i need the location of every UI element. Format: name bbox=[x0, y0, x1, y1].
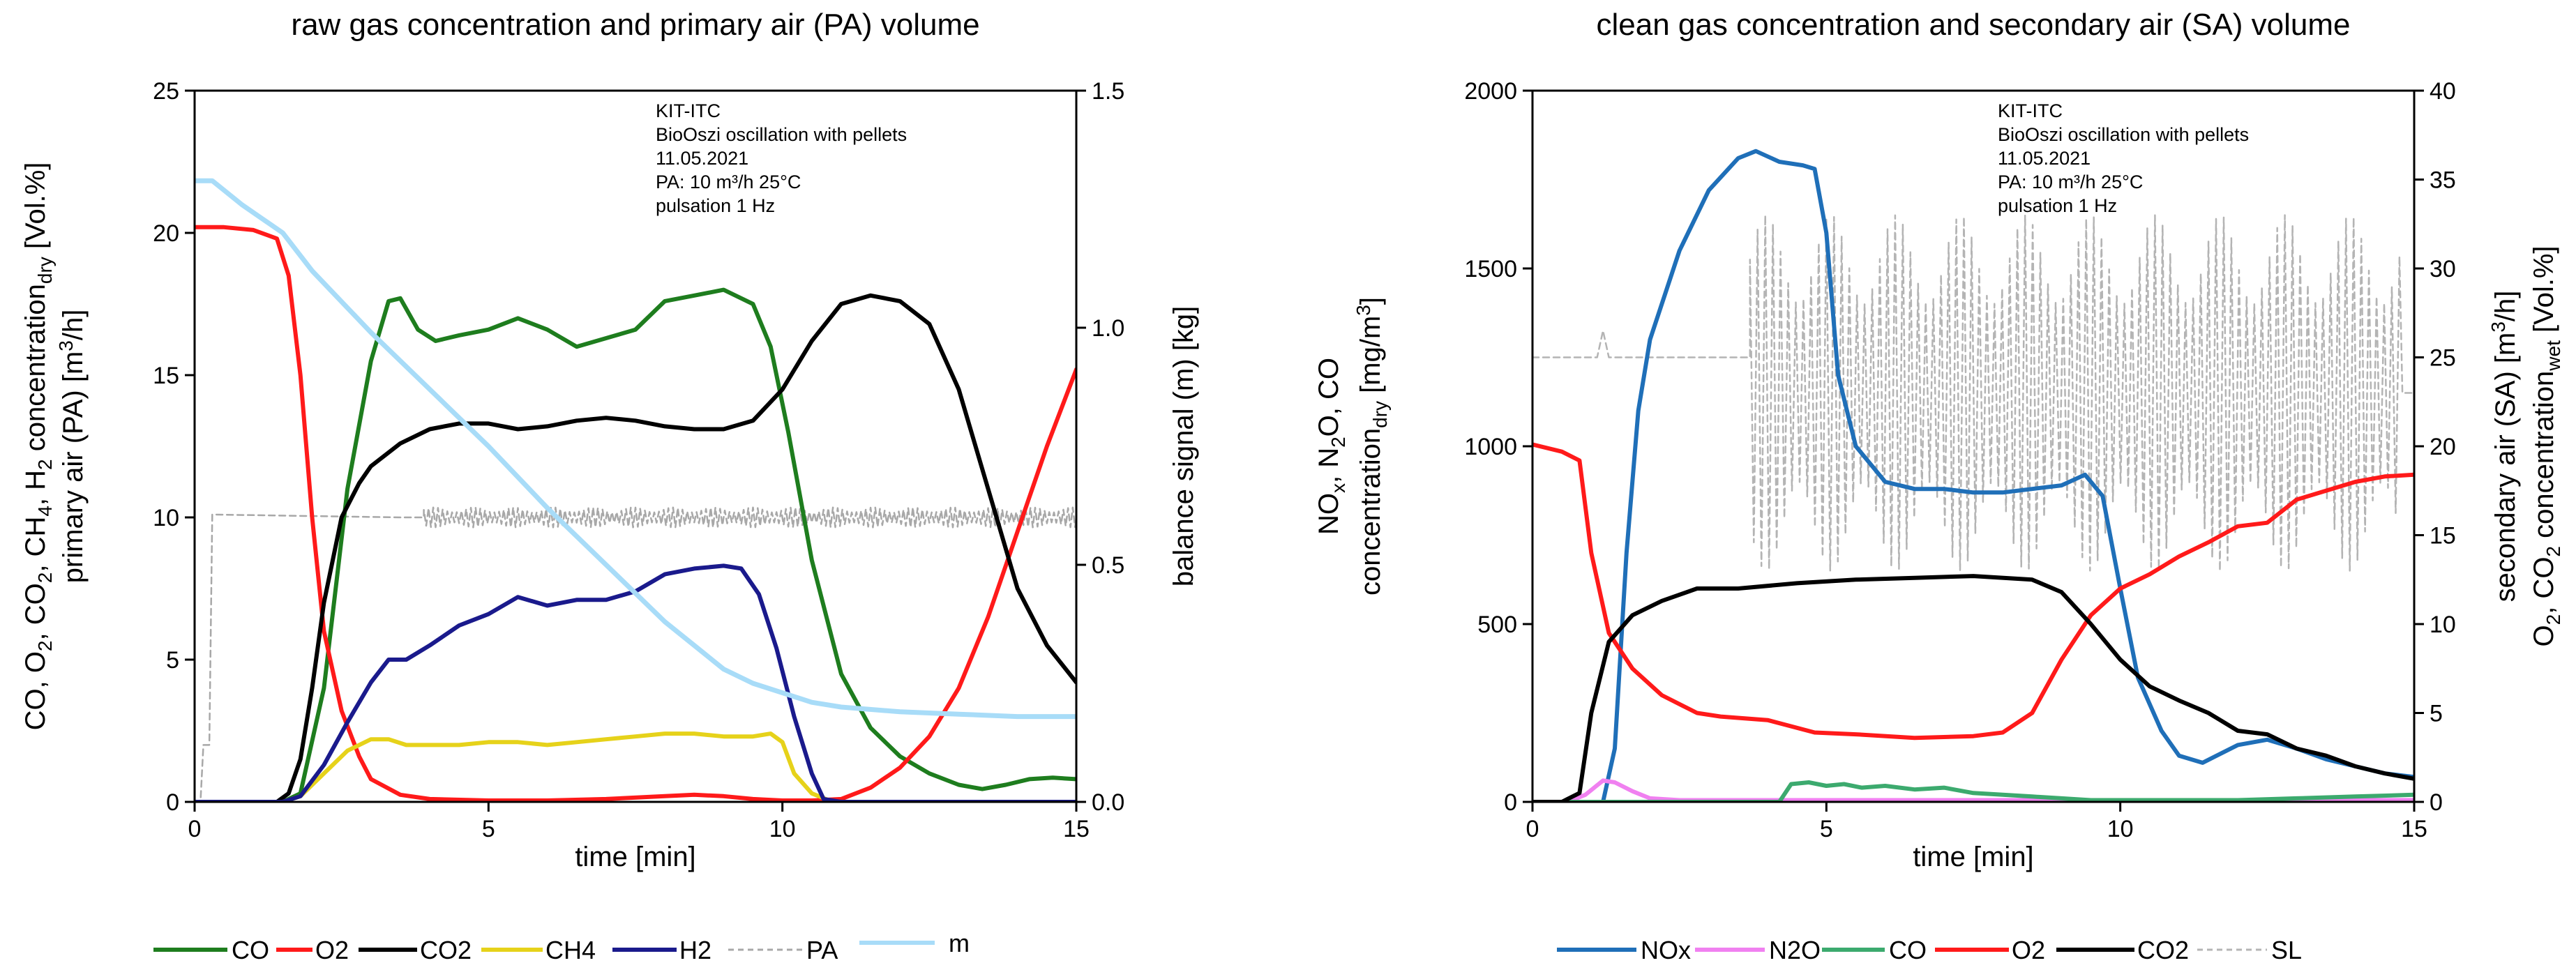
chart2-annotation-line2: BioOszi oscillation with pellets bbox=[1998, 124, 2249, 145]
chart1-series-m bbox=[195, 178, 1076, 720]
chart2-xtick-label: 5 bbox=[1820, 816, 1833, 842]
chart1-series-h2 bbox=[195, 563, 1076, 802]
chart2-y2tick-label: 25 bbox=[2430, 345, 2456, 372]
chart2-y2tick-label: 40 bbox=[2430, 78, 2456, 105]
chart1-series-o2 bbox=[195, 225, 1076, 802]
chart2-y2tick-label: 35 bbox=[2430, 167, 2456, 194]
chart1-xtick-label: 5 bbox=[482, 816, 495, 842]
legend2-nox-label: NOx bbox=[1641, 936, 1691, 964]
chart1-y2tick-label: 0.5 bbox=[1092, 552, 1124, 579]
chart1-xtick-label: 10 bbox=[769, 816, 796, 842]
chart1-y2tick-label: 1.0 bbox=[1092, 315, 1124, 342]
chart2-ytick-label: 0 bbox=[1504, 789, 1517, 816]
chart1-xlabel: time [min] bbox=[575, 842, 695, 872]
chart2-ylabel-left-inner: concentrationdry [mg/m3] bbox=[1353, 297, 1391, 595]
chart1-ytick-label: 0 bbox=[166, 789, 179, 816]
chart2-ytick-label: 500 bbox=[1477, 612, 1517, 638]
chart1-annotation-line1: KIT-ITC bbox=[656, 100, 721, 121]
chart1-ytick-label: 10 bbox=[153, 505, 179, 531]
legend1-pa-label: PA bbox=[806, 936, 838, 964]
chart2-annotation-line1: KIT-ITC bbox=[1998, 100, 2063, 121]
legend1-h2-label: H2 bbox=[679, 936, 711, 964]
chart1-legend: CO O2 CO2 CH4 H2 PA m bbox=[153, 929, 970, 964]
chart2-series-o2 bbox=[1532, 442, 2414, 741]
chart1-ytick-label: 15 bbox=[153, 363, 179, 389]
chart2-ytick-label: 1000 bbox=[1464, 434, 1517, 460]
chart1-title: raw gas concentration and primary air (P… bbox=[291, 8, 979, 42]
chart2-series-nox bbox=[1532, 149, 2414, 802]
chart2-y2tick-label: 15 bbox=[2430, 523, 2456, 549]
chart1-xtick-label: 0 bbox=[188, 816, 202, 842]
chart1-ylabel-left-inner: primary air (PA) [m3/h] bbox=[55, 310, 89, 584]
chart1-y2tick-label: 1.5 bbox=[1092, 78, 1124, 105]
legend2-co-label: CO bbox=[1889, 936, 1927, 964]
chart2-annotation-line3: 11.05.2021 bbox=[1998, 148, 2091, 169]
chart2-series-sl bbox=[1532, 214, 2414, 572]
chart1-ytick-label: 20 bbox=[153, 220, 179, 247]
legend1-o2-label: O2 bbox=[315, 936, 349, 964]
legend1-m-label: m bbox=[949, 929, 970, 957]
legend1-co2-label: CO2 bbox=[420, 936, 472, 964]
chart1-series-co bbox=[195, 287, 1076, 802]
chart1-series-ch4 bbox=[195, 731, 1076, 802]
chart2-xtick-label: 10 bbox=[2107, 816, 2134, 842]
chart-clean-gas: clean gas concentration and secondary ai… bbox=[1313, 8, 2564, 964]
legend2-o2-label: O2 bbox=[2012, 936, 2045, 964]
legend2-n2o-label: N2O bbox=[1769, 936, 1821, 964]
chart2-annotation-line5: pulsation 1 Hz bbox=[1998, 195, 2117, 216]
chart2-xtick-label: 0 bbox=[1526, 816, 1539, 842]
chart1-plot-frame bbox=[193, 89, 1078, 803]
chart1-series-pa bbox=[195, 506, 1076, 802]
chart1-annotation-line2: BioOszi oscillation with pellets bbox=[656, 124, 907, 145]
chart1-annotation-line4: PA: 10 m³/h 25°C bbox=[656, 172, 801, 192]
chart2-y2tick-label: 30 bbox=[2430, 256, 2456, 282]
legend2-sl-label: SL bbox=[2271, 936, 2302, 964]
chart2-xlabel: time [min] bbox=[1913, 842, 2033, 872]
legend1-co-label: CO bbox=[232, 936, 269, 964]
chart1-y2tick-label: 0.0 bbox=[1092, 789, 1124, 816]
chart2-series-co2 bbox=[1532, 574, 2414, 802]
chart1-annotation-line5: pulsation 1 Hz bbox=[656, 195, 775, 216]
chart1-ylabel-right: balance signal (m) [kg] bbox=[1168, 306, 1199, 586]
chart2-y2tick-label: 5 bbox=[2430, 701, 2443, 727]
chart2-ylabel-right-outer: O2, CO2 concentrationwet [Vol.%] bbox=[2529, 246, 2564, 647]
chart2-ytick-label: 2000 bbox=[1464, 78, 1517, 105]
chart2-annotation: KIT-ITC BioOszi oscillation with pellets… bbox=[1998, 100, 2249, 216]
chart2-ylabel-right-inner: secondary air (SA) [m3/h] bbox=[2487, 291, 2521, 602]
chart2-annotation-line4: PA: 10 m³/h 25°C bbox=[1998, 172, 2143, 192]
chart2-series-co bbox=[1532, 780, 2414, 802]
chart1-series-co2 bbox=[195, 293, 1076, 802]
chart1-ylabel-left-outer: CO, O2, CO2, CH4, H2 concentrationdry [V… bbox=[20, 162, 56, 731]
chart1-annotation: KIT-ITC BioOszi oscillation with pellets… bbox=[656, 100, 907, 216]
legend2-co2-label: CO2 bbox=[2137, 936, 2189, 964]
chart1-ytick-label: 25 bbox=[153, 78, 179, 105]
chart2-legend: NOx N2O CO O2 CO2 SL bbox=[1557, 936, 2302, 964]
chart2-y2tick-label: 10 bbox=[2430, 612, 2456, 638]
legend1-ch4-label: CH4 bbox=[545, 936, 596, 964]
chart2-ylabel-left-outer: NOx, N2O, CO bbox=[1313, 358, 1349, 535]
chart1-series-group bbox=[195, 178, 1076, 802]
chart2-y2tick-label: 0 bbox=[2430, 789, 2443, 816]
chart1-ticks: 0 5 10 15 0 5 10 15 20 25 0.0 0.5 1.0 1.5 bbox=[153, 78, 1124, 842]
chart2-series-group bbox=[1532, 149, 2414, 802]
chart1-ytick-label: 5 bbox=[166, 647, 179, 674]
chart2-series-n2o bbox=[1532, 778, 2414, 802]
chart2-ytick-label: 1500 bbox=[1464, 256, 1517, 282]
chart2-xtick-label: 15 bbox=[2401, 816, 2427, 842]
chart1-annotation-line3: 11.05.2021 bbox=[656, 148, 748, 169]
chart-raw-gas: raw gas concentration and primary air (P… bbox=[20, 8, 1199, 964]
chart2-y2tick-label: 20 bbox=[2430, 434, 2456, 460]
chart2-title: clean gas concentration and secondary ai… bbox=[1596, 8, 2350, 42]
chart1-xtick-label: 15 bbox=[1063, 816, 1090, 842]
